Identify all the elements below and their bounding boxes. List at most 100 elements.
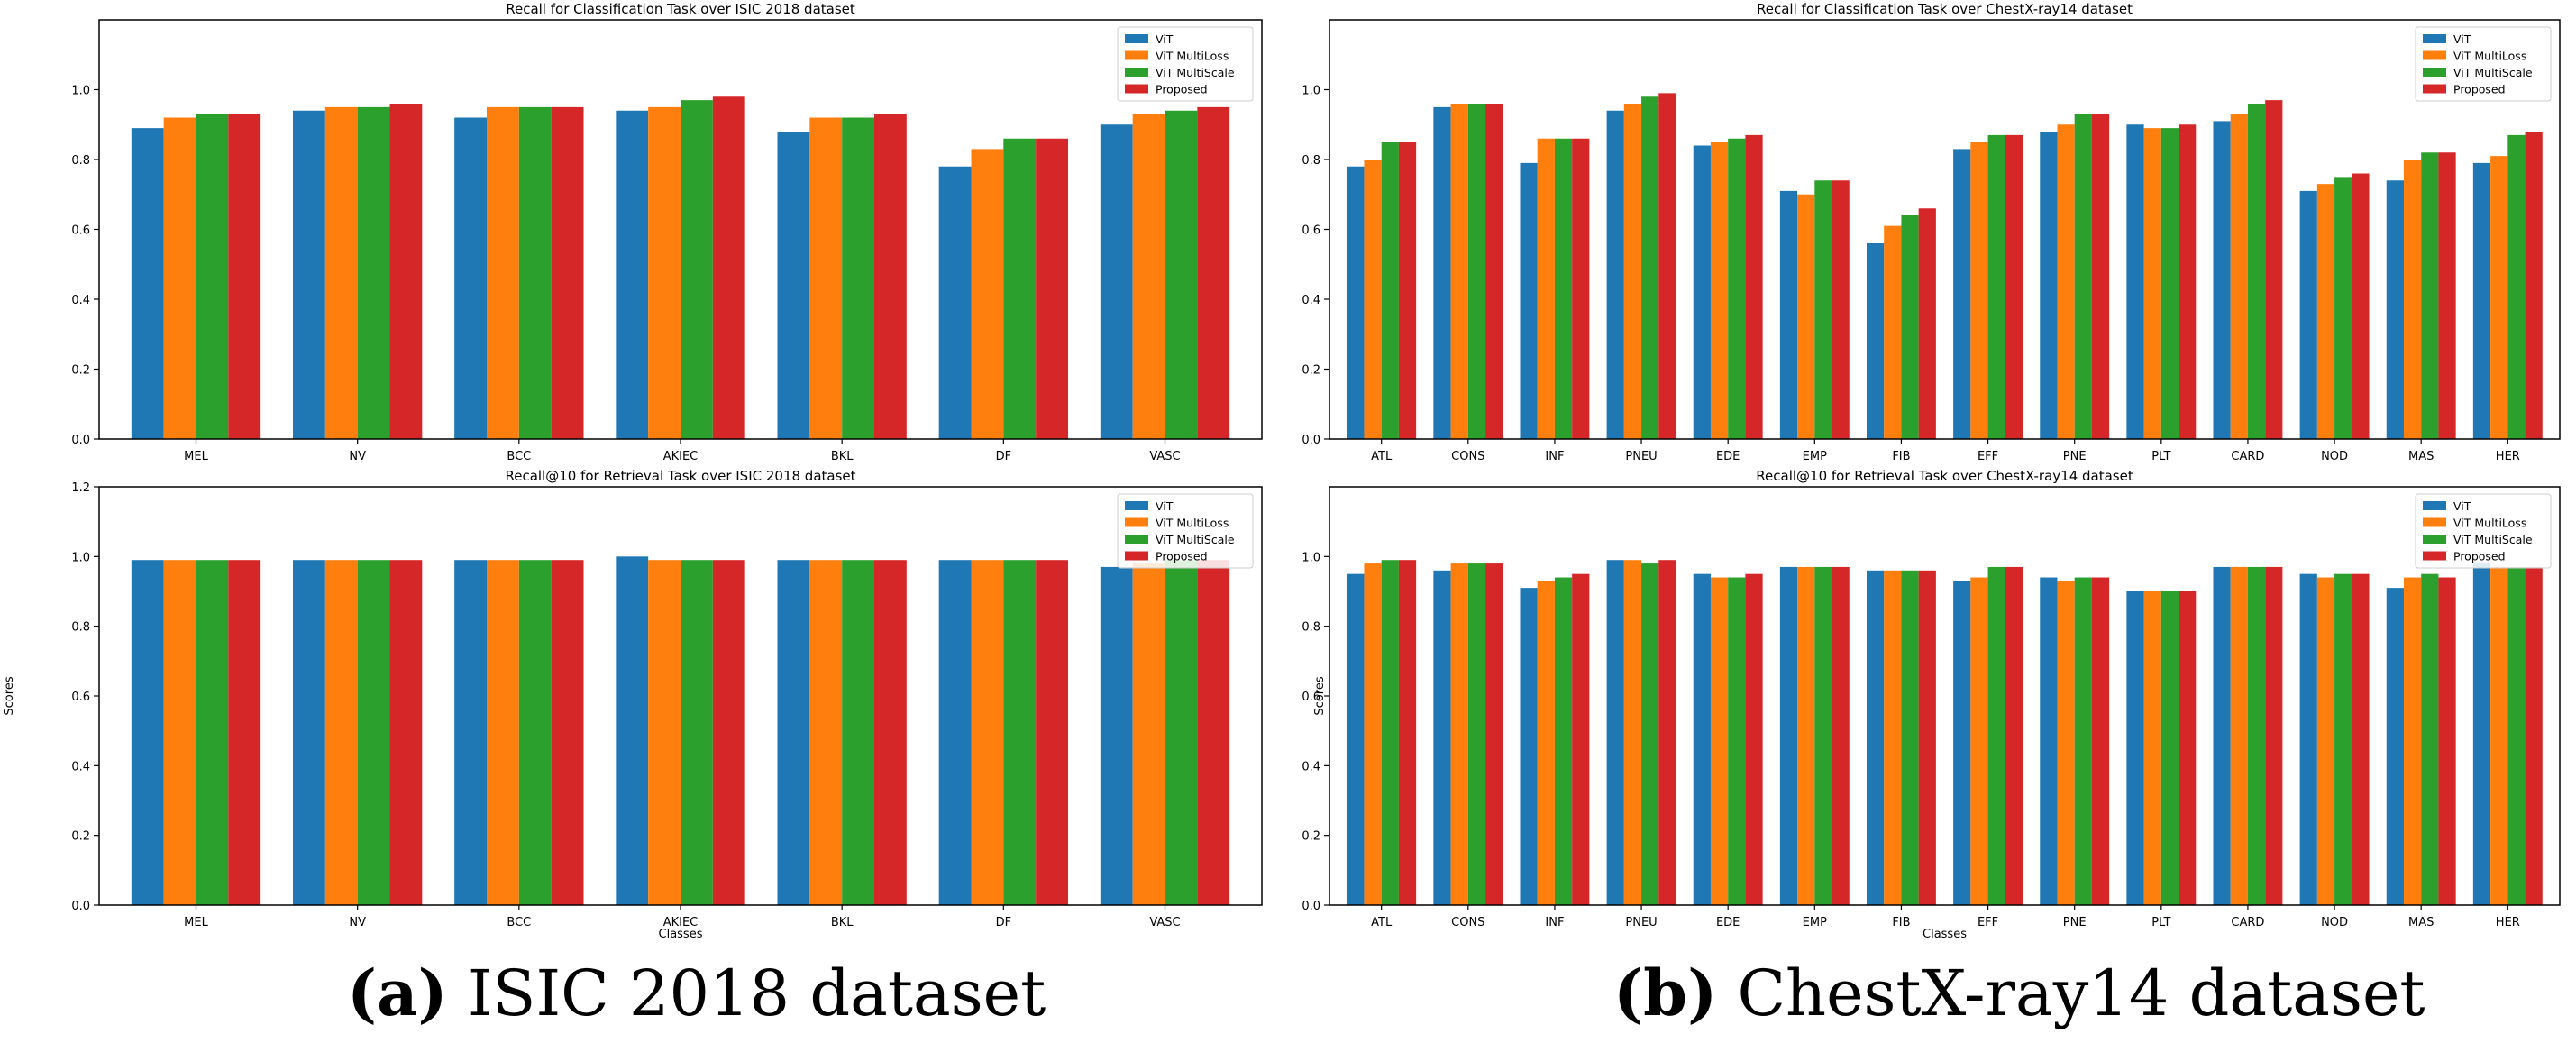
x-tick-label-emp: EMP bbox=[1803, 450, 1827, 463]
bar-mel-series-4 bbox=[228, 114, 261, 440]
legend-label-4: Proposed bbox=[1156, 550, 1208, 563]
legend: ViT ViT MultiLoss ViT MultiScale Proposed bbox=[1117, 26, 1254, 102]
y-tick-label: 1.0 bbox=[71, 551, 90, 564]
bar-df-series-2 bbox=[971, 560, 1004, 905]
bar-pne-series-4 bbox=[2091, 577, 2110, 905]
x-tick-label-emp: EMP bbox=[1803, 916, 1827, 929]
legend: ViT ViT MultiLoss ViT MultiScale Proposed bbox=[2415, 493, 2552, 569]
bar-bcc-series-2 bbox=[487, 560, 519, 905]
bar-plt-series-4 bbox=[2179, 124, 2197, 439]
x-tick-label-df: DF bbox=[996, 450, 1012, 463]
bar-plt-series-1 bbox=[2126, 591, 2144, 905]
bar-vasc-series-3 bbox=[1165, 560, 1198, 905]
bar-fib-series-1 bbox=[1866, 243, 1885, 439]
bar-plt-series-2 bbox=[2143, 128, 2161, 440]
y-tick-label: 0.8 bbox=[71, 621, 90, 635]
bar-pneu-series-2 bbox=[1623, 560, 1642, 905]
bar-df-series-1 bbox=[938, 166, 972, 439]
x-tick-label-fib: FIB bbox=[1892, 916, 1910, 929]
y-tick-label: 0.2 bbox=[1302, 364, 1320, 378]
y-axis-label: Scores bbox=[1313, 676, 1327, 715]
bar-bcc-series-2 bbox=[487, 106, 519, 440]
bar-df-series-2 bbox=[971, 149, 1004, 440]
bar-pne-series-1 bbox=[2040, 132, 2058, 439]
bar-bkl-series-2 bbox=[809, 117, 843, 439]
chart-title: Recall@10 for Retrieval Task over ISIC 2… bbox=[505, 468, 855, 484]
caption-chestx-tag: (b) bbox=[1613, 956, 1718, 1030]
legend-swatch-1 bbox=[1125, 501, 1148, 510]
x-tick-label-atl: ATL bbox=[1371, 916, 1393, 929]
bar-plt-series-3 bbox=[2160, 591, 2179, 905]
bar-atl-series-1 bbox=[1347, 573, 1365, 905]
legend-label-2: ViT MultiLoss bbox=[2453, 517, 2526, 530]
bar-cons-series-4 bbox=[1485, 104, 1503, 439]
bar-mas-series-4 bbox=[2438, 152, 2456, 439]
y-tick-label: 0.2 bbox=[1302, 830, 1320, 844]
bar-nod-series-1 bbox=[2299, 190, 2317, 440]
bar-ede-series-2 bbox=[1710, 577, 1729, 905]
chart-panel-4: 0.0 0.2 0.4 0.6 0.8 1.0 ATL CONS INF PNEU EDE EMP FI… bbox=[1302, 468, 2561, 941]
legend-swatch-1 bbox=[1125, 34, 1148, 43]
bar-pne-series-2 bbox=[2057, 124, 2075, 439]
x-tick-label-bkl: BKL bbox=[831, 450, 854, 463]
bar-her-series-4 bbox=[2525, 132, 2543, 439]
chart-title: Recall for Classification Task over ISIC… bbox=[506, 1, 855, 17]
bar-emp-series-1 bbox=[1779, 190, 1798, 440]
legend-label-2: ViT MultiLoss bbox=[1156, 50, 1229, 63]
bar-her-series-3 bbox=[2507, 134, 2526, 440]
bar-emp-series-3 bbox=[1814, 180, 1832, 439]
bar-card-series-3 bbox=[2247, 566, 2266, 905]
x-tick-label-akiec: AKIEC bbox=[663, 916, 699, 929]
y-tick-label: 0.6 bbox=[1302, 224, 1320, 238]
legend-label-1: ViT bbox=[1156, 32, 1174, 46]
bar-atl-series-4 bbox=[1398, 560, 1417, 905]
bar-her-series-1 bbox=[2472, 563, 2491, 905]
bar-pne-series-3 bbox=[2074, 577, 2092, 905]
x-tick-label-inf: INF bbox=[1545, 916, 1564, 929]
bar-df-series-4 bbox=[1036, 560, 1068, 905]
bar-atl-series-1 bbox=[1347, 166, 1365, 439]
chart-title: Recall for Classification Task over Ches… bbox=[1757, 1, 2133, 17]
bar-mel-series-2 bbox=[163, 560, 196, 905]
bar-ede-series-3 bbox=[1728, 138, 1746, 439]
bar-nv-series-1 bbox=[293, 110, 325, 439]
x-tick-label-mas: MAS bbox=[2408, 916, 2434, 929]
bar-fib-series-4 bbox=[1918, 208, 1936, 439]
x-tick-label-her: HER bbox=[2496, 916, 2520, 929]
x-tick-label-pne: PNE bbox=[2063, 916, 2087, 929]
x-tick-label-bkl: BKL bbox=[831, 916, 854, 929]
bar-nod-series-3 bbox=[2334, 177, 2352, 440]
x-tick-label-vasc: VASC bbox=[1149, 916, 1180, 929]
bar-atl-series-2 bbox=[1364, 160, 1382, 439]
bar-nod-series-4 bbox=[2352, 573, 2370, 905]
legend-label-4: Proposed bbox=[2453, 550, 2506, 563]
bar-eff-series-3 bbox=[1987, 566, 2005, 905]
x-tick-label-card: CARD bbox=[2231, 916, 2264, 929]
bar-mel-series-3 bbox=[196, 560, 229, 905]
x-tick-label-fib: FIB bbox=[1892, 450, 1910, 463]
bar-bkl-series-1 bbox=[777, 132, 810, 439]
legend-box bbox=[2415, 493, 2552, 569]
bar-her-series-3 bbox=[2507, 566, 2526, 905]
x-tick-label-nv: NV bbox=[349, 450, 366, 463]
bar-her-series-4 bbox=[2525, 566, 2543, 905]
bar-nv-series-4 bbox=[389, 104, 423, 439]
bar-fib-series-2 bbox=[1884, 225, 1902, 440]
y-tick-label: 0.6 bbox=[71, 691, 90, 704]
legend-label-3: ViT MultiScale bbox=[2453, 533, 2533, 546]
bar-card-series-2 bbox=[2230, 114, 2248, 440]
bar-bcc-series-3 bbox=[518, 560, 552, 905]
y-tick-label: 0.4 bbox=[71, 294, 90, 307]
y-tick-label: 0.0 bbox=[71, 900, 90, 913]
bar-inf-series-4 bbox=[1572, 573, 1590, 905]
bar-vasc-series-4 bbox=[1197, 560, 1230, 905]
bar-mel-series-3 bbox=[196, 114, 229, 440]
y-tick-label: 0.0 bbox=[1302, 900, 1320, 913]
bar-fib-series-4 bbox=[1918, 570, 1936, 905]
y-tick-label: 0.6 bbox=[71, 224, 90, 238]
bar-pne-series-4 bbox=[2091, 114, 2110, 440]
bar-akiec-series-2 bbox=[648, 106, 681, 440]
x-tick-label-her: HER bbox=[2496, 450, 2520, 463]
bar-plt-series-1 bbox=[2126, 124, 2144, 439]
bar-mel-series-4 bbox=[228, 560, 261, 905]
